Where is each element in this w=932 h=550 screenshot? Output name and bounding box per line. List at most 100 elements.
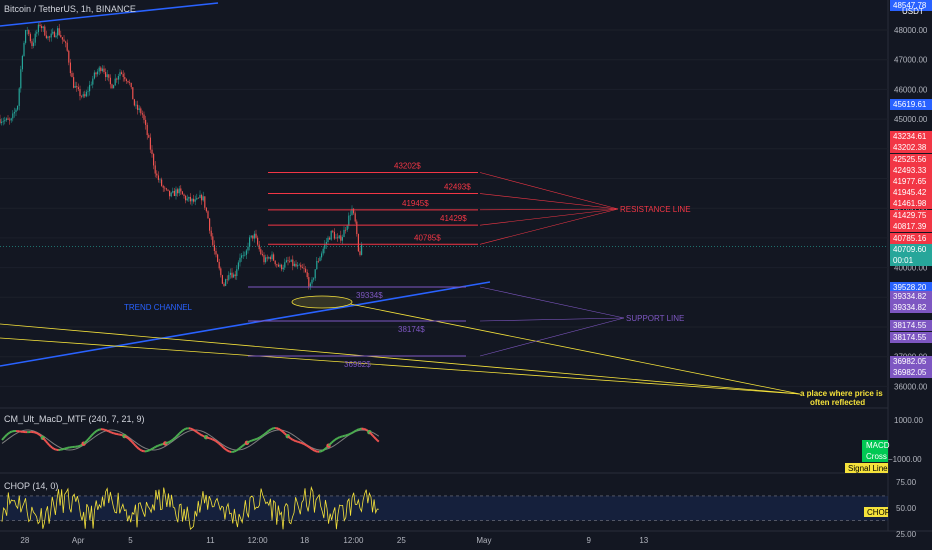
- price-tag-bg: [890, 165, 932, 176]
- price-tag-bg: [890, 187, 932, 198]
- macd-line-segment: [133, 443, 137, 447]
- macd-line-segment: [126, 437, 130, 440]
- candle-body: [119, 72, 121, 77]
- price-tag-bg: [890, 320, 932, 331]
- candle-body: [61, 37, 63, 40]
- candle-body: [186, 198, 188, 201]
- macd-line-segment: [257, 436, 260, 440]
- candle-body: [74, 85, 76, 88]
- candle-body: [121, 72, 123, 75]
- candle-body: [172, 190, 174, 193]
- candle-body: [58, 28, 60, 35]
- macd-line-segment: [39, 434, 42, 437]
- candle-body: [93, 72, 95, 79]
- level-label-40785$: 40785$: [414, 233, 441, 242]
- macd-line-segment: [265, 431, 268, 434]
- candle-body: [113, 85, 115, 89]
- candle-body: [162, 185, 164, 188]
- candle-body: [85, 91, 87, 97]
- level-label-41945$: 41945$: [402, 199, 429, 208]
- macd-line-segment: [320, 449, 323, 453]
- macd-line-segment: [314, 449, 317, 453]
- chop-panel-title: CHOP (14, 0): [4, 481, 59, 491]
- macd-line-segment: [258, 435, 262, 439]
- macd-line-segment: [89, 434, 93, 439]
- candle-body: [114, 78, 116, 86]
- macd-line-segment: [191, 428, 194, 431]
- candle-body: [210, 230, 212, 237]
- candle-body: [26, 30, 28, 31]
- price-tag-bg: [890, 131, 932, 142]
- candle-body: [349, 215, 351, 216]
- candle-body: [311, 279, 313, 284]
- macd-line-segment: [123, 435, 127, 438]
- candle-body: [357, 234, 359, 252]
- yellow-trend-line[interactable]: [0, 323, 801, 395]
- candle-body: [218, 261, 220, 269]
- macd-line-segment: [235, 449, 239, 452]
- time-tick-label: 12:00: [248, 536, 269, 545]
- candle-body: [226, 279, 228, 280]
- trend-channel-upper-line[interactable]: [0, 2, 219, 27]
- yellow-arrow-line[interactable]: [349, 303, 801, 395]
- candle-body: [301, 267, 303, 269]
- candle-body: [314, 269, 316, 279]
- candle-body: [79, 89, 81, 97]
- macd-line-segment: [7, 431, 11, 435]
- macd-line-segment: [180, 429, 184, 433]
- candle-body: [212, 236, 214, 245]
- candle-body: [36, 32, 38, 34]
- macd-tick-label: −1000.00: [888, 455, 922, 464]
- macd-line-segment: [312, 448, 315, 452]
- macd-line-segment: [94, 430, 97, 434]
- candle-body: [265, 257, 267, 263]
- price-tag: 36982.05: [893, 368, 927, 377]
- macd-tag: MACD: [866, 441, 890, 450]
- macd-line-segment: [174, 435, 177, 439]
- macd-line-segment: [196, 431, 199, 434]
- highlight-ellipse[interactable]: [291, 295, 353, 309]
- macd-line-segment: [251, 439, 254, 442]
- candle-body: [23, 42, 25, 56]
- macd-line-segment: [282, 431, 286, 435]
- candle-body: [308, 277, 310, 287]
- candle-body: [34, 33, 36, 43]
- price-tag-bg: [890, 176, 932, 187]
- support-line-label: SUPPORT LINE: [626, 314, 684, 323]
- trend-channel-label: TREND CHANNEL: [124, 303, 193, 312]
- candle-body: [303, 268, 305, 269]
- candle-body: [202, 196, 204, 201]
- candle-body: [2, 121, 4, 122]
- macd-line-segment: [134, 444, 138, 448]
- macd-line-segment: [353, 430, 356, 433]
- annotation-arrow-line: [479, 286, 625, 319]
- chop-tick-label: 75.00: [896, 478, 917, 487]
- macd-line-segment: [307, 445, 311, 449]
- candle-body: [266, 257, 268, 259]
- trend-channel-lower-line[interactable]: [0, 281, 491, 367]
- macd-line-segment: [277, 427, 281, 431]
- macd-line-segment: [84, 440, 88, 444]
- time-tick-label: 12:00: [343, 536, 364, 545]
- macd-tag-bg: [862, 440, 888, 462]
- macd-line-segment: [364, 428, 367, 431]
- candle-body: [151, 149, 153, 154]
- candle-body: [33, 42, 35, 47]
- time-tick-label: 18: [300, 536, 309, 545]
- yellow-trend-line[interactable]: [0, 337, 801, 395]
- annotation-arrow-line: [479, 317, 625, 357]
- candle-body: [261, 254, 263, 256]
- macd-line-segment: [175, 434, 179, 438]
- macd-line-segment: [219, 443, 223, 447]
- macd-line-segment: [323, 447, 327, 451]
- candle-body: [298, 264, 300, 266]
- macd-line-segment: [208, 437, 212, 440]
- macd-line-segment: [252, 438, 256, 442]
- candle-body: [245, 250, 247, 255]
- candle-body: [4, 120, 6, 122]
- macd-line-segment: [42, 437, 46, 441]
- level-label-36982$: 36982$: [344, 360, 371, 369]
- candle-body: [233, 274, 235, 278]
- price-tag-bg: [890, 291, 932, 302]
